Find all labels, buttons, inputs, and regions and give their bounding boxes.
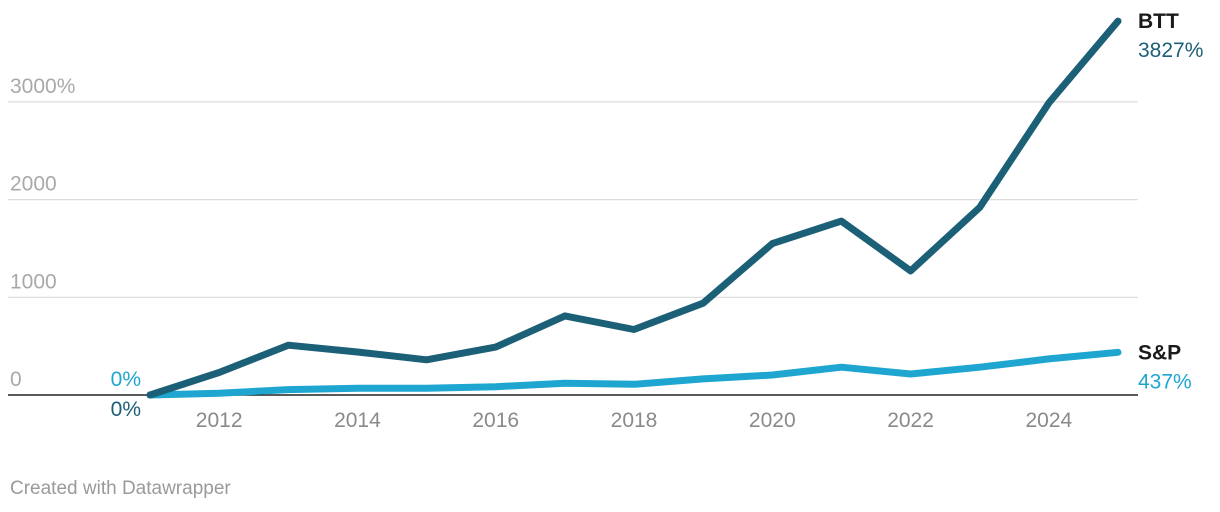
x-tick-label: 2018 xyxy=(611,409,658,432)
x-tick-label: 2024 xyxy=(1025,409,1072,432)
x-tick-label: 2016 xyxy=(472,409,519,432)
x-tick-label: 2020 xyxy=(749,409,796,432)
y-tick-label: 3000% xyxy=(10,75,75,98)
datawrapper-credit: Created with Datawrapper xyxy=(10,478,231,499)
x-tick-label: 2012 xyxy=(196,409,243,432)
series-start-value-btt: 0% xyxy=(111,398,141,421)
y-tick-label: 0 xyxy=(10,368,22,391)
y-tick-label: 1000 xyxy=(10,270,57,293)
x-axis-ticks: 2012 2014 2016 2018 2020 2022 2024 xyxy=(196,409,1073,432)
series-end-value-btt: 3827% xyxy=(1138,39,1203,62)
series-lines xyxy=(146,17,1122,399)
series-end-value-s-p: 437% xyxy=(1138,370,1192,393)
series-line-btt xyxy=(146,17,1122,399)
y-tick-label: 2000 xyxy=(10,173,57,196)
series-start-value-s-p: 0% xyxy=(111,368,141,391)
gridlines xyxy=(8,101,1138,396)
y-axis-ticks: 0 1000 2000 3000% xyxy=(10,75,75,391)
series-labels: BTT 3827% 0% S&P 437% 0% xyxy=(111,10,1204,421)
x-tick-label: 2022 xyxy=(887,409,934,432)
series-line-s-p xyxy=(146,348,1122,399)
series-name-btt: BTT xyxy=(1138,10,1179,33)
x-tick-label: 2014 xyxy=(334,409,381,432)
series-name-s-p: S&P xyxy=(1138,341,1181,364)
